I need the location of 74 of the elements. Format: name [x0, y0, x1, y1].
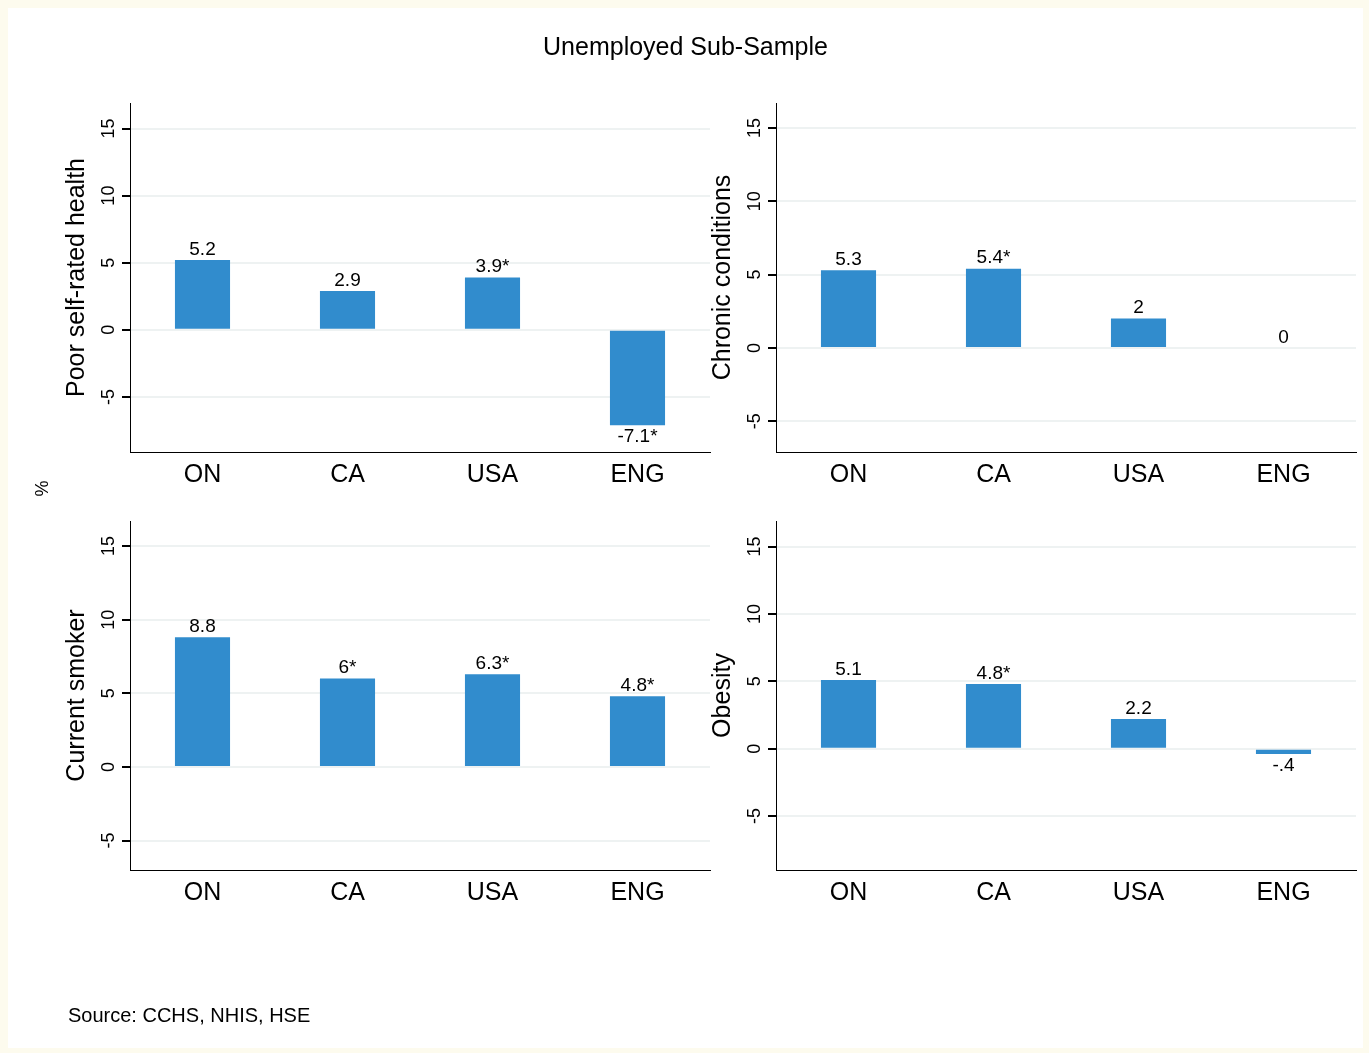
y-tick-label: -5 — [97, 388, 118, 405]
bar — [1255, 749, 1312, 755]
y-tick-label: 15 — [97, 536, 118, 557]
y-tick-label: 10 — [97, 609, 118, 630]
y-tick-label: 5 — [97, 688, 118, 699]
text: % — [31, 480, 53, 497]
y-tick-label: 15 — [743, 536, 764, 557]
y-axis-title: Obesity — [706, 652, 735, 738]
y-tick-label: 5 — [97, 257, 118, 268]
data-label: 8.8 — [189, 615, 216, 637]
x-tick-label: USA — [466, 458, 519, 487]
data-label: -7.1* — [617, 424, 659, 446]
x-tick-label: CA — [976, 876, 1012, 905]
data-label: 4.8* — [620, 673, 656, 695]
y-tick-label: 10 — [97, 185, 118, 206]
y-tick-label: 0 — [743, 743, 764, 754]
y-axis-title: Poor self-rated health — [60, 157, 89, 398]
chart-title: Unemployed Sub-Sample — [542, 32, 829, 61]
data-label: 2.9 — [334, 268, 361, 290]
x-tick-label: ENG — [610, 458, 665, 487]
data-label: 5.4* — [976, 246, 1012, 268]
y-tick-label: 0 — [97, 761, 118, 772]
bar — [1110, 719, 1167, 748]
data-label: 6* — [338, 656, 358, 678]
x-tick-label: ENG — [610, 876, 665, 905]
x-tick-label: ON — [829, 876, 868, 905]
x-tick-label: ENG — [1256, 876, 1311, 905]
bar — [319, 678, 376, 766]
y-tick-label: 10 — [743, 603, 764, 624]
x-tick-label: ON — [829, 458, 868, 487]
data-label: 6.3* — [475, 651, 511, 673]
data-label: 2.2 — [1125, 696, 1152, 718]
bar — [609, 330, 666, 426]
data-label: -.4 — [1272, 753, 1296, 775]
data-label: 5.2 — [189, 237, 216, 259]
x-tick-label: USA — [1112, 876, 1165, 905]
bar — [319, 290, 376, 329]
data-label: 0 — [1278, 325, 1289, 347]
bar — [1110, 318, 1167, 347]
data-label: 3.9* — [475, 255, 511, 277]
bar — [965, 268, 1022, 347]
data-label: 5.3 — [835, 247, 862, 269]
x-tick-label: ENG — [1256, 458, 1311, 487]
x-tick-label: ON — [183, 458, 222, 487]
y-tick-label: 0 — [97, 324, 118, 335]
x-tick-label: USA — [466, 876, 519, 905]
bar — [464, 674, 521, 766]
source-note: Source: CCHS, NHIS, HSE — [68, 1004, 311, 1027]
x-tick-label: CA — [330, 876, 366, 905]
y-axis-title: Chronic conditions — [706, 174, 735, 381]
y-tick-label: 15 — [97, 118, 118, 139]
data-label: 5.1 — [835, 657, 862, 679]
data-label: 4.8* — [976, 661, 1012, 683]
bar — [820, 680, 877, 748]
y-tick-label: 0 — [743, 342, 764, 353]
data-label: 2 — [1133, 296, 1144, 318]
bar — [820, 270, 877, 347]
y-tick-label: -5 — [743, 413, 764, 430]
bar — [464, 277, 521, 329]
bar — [174, 260, 231, 329]
y-tick-label: 5 — [743, 269, 764, 280]
x-tick-label: CA — [330, 458, 366, 487]
x-tick-label: CA — [976, 458, 1012, 487]
y-tick-label: -5 — [97, 832, 118, 849]
y-tick-label: -5 — [743, 808, 764, 825]
x-tick-label: ON — [183, 876, 222, 905]
y-tick-label: 5 — [743, 676, 764, 687]
bar — [965, 684, 1022, 748]
bar — [174, 637, 231, 766]
y-tick-label: 15 — [743, 117, 764, 138]
y-axis-title: Current smoker — [60, 609, 89, 782]
y-tick-label: 10 — [743, 191, 764, 212]
x-tick-label: USA — [1112, 458, 1165, 487]
bar — [609, 696, 666, 766]
